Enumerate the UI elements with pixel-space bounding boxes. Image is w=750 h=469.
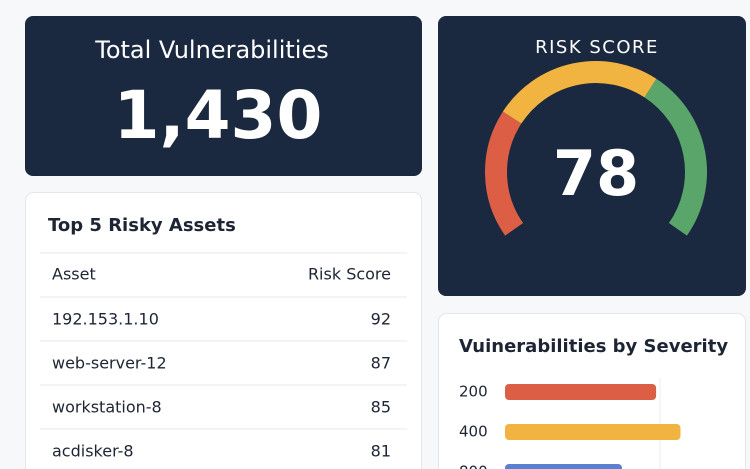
bar-chart: 200 400 800	[459, 383, 681, 469]
column-header: Asset	[52, 265, 96, 284]
table-title: Top 5 Risky Assets	[48, 215, 236, 236]
category-label: 200	[459, 383, 488, 401]
column-header: Risk Score	[308, 265, 391, 284]
gauge-segment	[502, 61, 657, 124]
asset-score: 85	[371, 398, 391, 417]
asset-name: acdisker-8	[52, 442, 134, 461]
chart-title: Vuinerabilities by Severity	[459, 336, 728, 357]
total-title: Total Vulnerabilities	[94, 36, 328, 64]
bar	[505, 424, 681, 440]
table-body: 192.153.1.10 92 web-server-12 87 workstation…	[40, 296, 407, 461]
risk-title: RISK SCORE	[535, 37, 659, 58]
assets-card	[25, 192, 422, 469]
asset-name: 192.153.1.10	[52, 310, 159, 329]
category-label: 800	[459, 463, 488, 469]
total-value: 1,430	[114, 77, 323, 154]
gauge	[485, 61, 707, 236]
asset-name: web-server-12	[52, 354, 167, 373]
asset-score: 92	[371, 310, 391, 329]
total-card	[25, 16, 422, 176]
gauge-segment	[644, 78, 707, 236]
bar	[505, 384, 657, 400]
bar	[505, 464, 622, 469]
asset-score: 81	[371, 442, 391, 461]
gauge-segment	[485, 111, 524, 236]
asset-name: workstation-8	[52, 398, 162, 417]
risk-score: 78	[553, 137, 639, 210]
category-label: 400	[459, 423, 488, 441]
asset-score: 87	[371, 354, 391, 373]
